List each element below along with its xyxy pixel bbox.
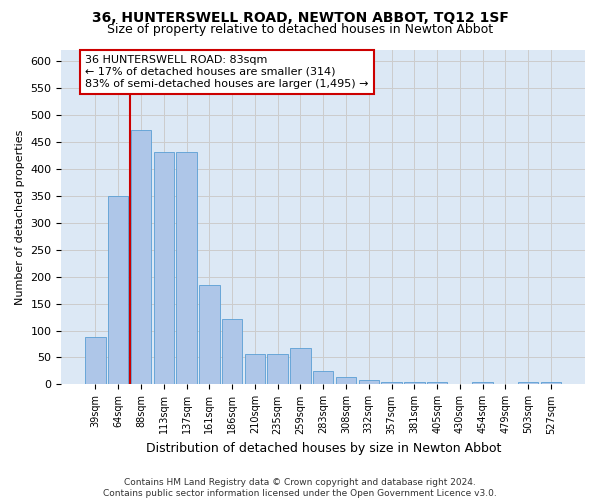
Text: 36 HUNTERSWELL ROAD: 83sqm
← 17% of detached houses are smaller (314)
83% of sem: 36 HUNTERSWELL ROAD: 83sqm ← 17% of deta… [85,56,369,88]
Bar [154,152,174,384]
X-axis label: Distribution of detached houses by size in Newton Abbot: Distribution of detached houses by size … [146,442,501,455]
Bar [518,382,538,384]
Bar [313,371,334,384]
Bar [472,382,493,384]
Bar [336,378,356,384]
Bar [176,152,197,384]
Bar [85,337,106,384]
Bar [381,382,402,384]
Bar [359,380,379,384]
Text: Size of property relative to detached houses in Newton Abbot: Size of property relative to detached ho… [107,22,493,36]
Bar [404,382,425,384]
Bar [268,354,288,384]
Text: 36, HUNTERSWELL ROAD, NEWTON ABBOT, TQ12 1SF: 36, HUNTERSWELL ROAD, NEWTON ABBOT, TQ12… [92,11,508,25]
Bar [541,382,561,384]
Bar [131,130,151,384]
Bar [245,354,265,384]
Bar [199,285,220,384]
Bar [290,348,311,385]
Bar [108,196,128,384]
Text: Contains HM Land Registry data © Crown copyright and database right 2024.
Contai: Contains HM Land Registry data © Crown c… [103,478,497,498]
Bar [427,382,448,384]
Y-axis label: Number of detached properties: Number of detached properties [15,130,25,305]
Bar [222,318,242,384]
